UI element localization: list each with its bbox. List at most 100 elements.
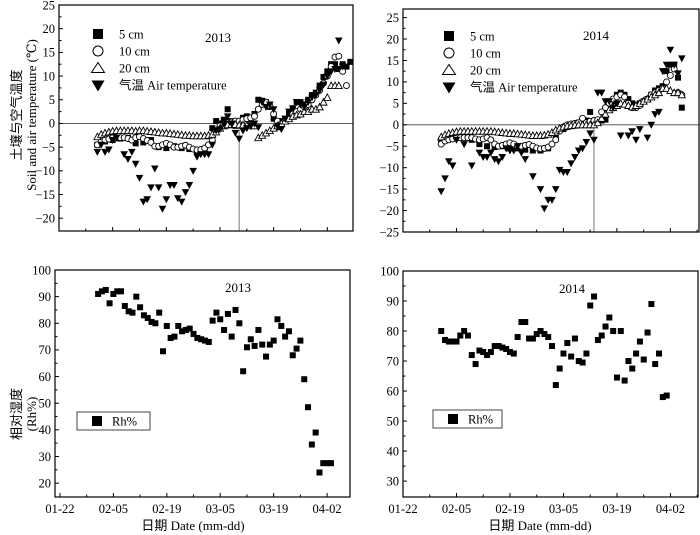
data-point <box>220 116 227 123</box>
data-point <box>232 306 239 313</box>
data-point <box>445 158 453 166</box>
data-point <box>628 128 636 136</box>
data-point <box>144 314 151 321</box>
data-point <box>476 347 483 354</box>
data-point <box>120 151 128 159</box>
y-tick-label: 40 <box>387 444 400 458</box>
data-point <box>666 86 675 94</box>
data-point <box>324 460 331 467</box>
data-point <box>158 205 167 213</box>
data-point <box>536 186 545 194</box>
data-point <box>263 353 270 360</box>
temp-y-title-cn: 土壤与空气温度 <box>9 69 24 160</box>
data-point <box>254 105 262 113</box>
legend: 5 cm 10 cm 20 cm 气温 Air temperature <box>441 30 578 95</box>
data-point <box>312 92 320 100</box>
data-point <box>480 349 487 356</box>
data-point <box>590 136 598 144</box>
plot-frame <box>402 8 700 233</box>
y-tick-label: −20 <box>379 204 399 218</box>
year-label: 2013 <box>205 30 231 45</box>
data-point <box>563 168 572 176</box>
data-point <box>255 96 262 103</box>
data-point <box>124 155 132 163</box>
data-point <box>240 368 247 375</box>
data-point <box>448 162 457 170</box>
data-point <box>270 115 277 122</box>
data-point <box>335 65 342 72</box>
data-point <box>323 92 332 101</box>
data-point <box>223 113 232 121</box>
data-point <box>347 58 354 65</box>
data-point <box>621 93 628 101</box>
data-point <box>662 61 671 69</box>
data-point <box>636 126 644 134</box>
data-point <box>320 74 327 81</box>
data-point <box>617 328 624 335</box>
x-axis-title-left: 日期 Date (mm-dd) <box>141 518 244 533</box>
legend-label: 20 cm <box>119 62 150 76</box>
y-tick-label: 50 <box>387 414 400 428</box>
data-point <box>517 149 526 157</box>
panel-temp-2013: −20 −15 −10 −5 0 5 10 15 20 25 2013 5 cm 10 cm 20 cm 气… <box>35 0 354 232</box>
data-point <box>308 94 316 102</box>
x-tick-label: 02-05 <box>442 502 471 516</box>
data-point <box>331 65 339 73</box>
data-point <box>156 309 163 316</box>
data-point <box>201 337 208 344</box>
data-point <box>301 376 308 383</box>
data-point <box>239 127 247 135</box>
data-point <box>128 148 136 156</box>
data-point <box>312 429 319 436</box>
data-point <box>654 88 664 97</box>
series-rh <box>95 286 334 476</box>
data-point <box>674 74 681 81</box>
data-point <box>320 460 327 467</box>
y-tick-label: 5 <box>393 97 399 111</box>
y-tick-label: 20 <box>43 22 56 36</box>
legend-marker <box>90 61 106 73</box>
data-point <box>259 341 266 348</box>
data-point <box>552 382 559 389</box>
x-tick-label: 03-19 <box>259 502 288 516</box>
y-tick-label: 30 <box>39 450 52 464</box>
y-tick-label: −15 <box>35 188 55 202</box>
data-point <box>597 113 606 122</box>
data-point <box>529 173 537 181</box>
legend-label: Rh% <box>468 413 493 427</box>
data-point <box>506 349 513 356</box>
data-point <box>319 97 328 106</box>
legend-label: 气温 Air temperature <box>470 80 578 95</box>
data-point <box>170 182 178 190</box>
data-point <box>632 136 640 144</box>
data-point <box>594 337 601 344</box>
data-point <box>327 460 334 467</box>
series-20-cm <box>436 83 687 141</box>
data-point <box>499 344 506 351</box>
y-tick-label: 25 <box>387 11 400 25</box>
x-tick-label: 03-05 <box>549 502 578 516</box>
data-point <box>673 88 683 97</box>
data-point <box>582 138 591 146</box>
year-label: 2014 <box>559 281 586 296</box>
data-point <box>629 365 636 372</box>
series-air-temperature <box>93 37 347 213</box>
data-point <box>282 333 289 340</box>
legend-marker <box>443 47 455 59</box>
x-tick-label: 04-02 <box>313 502 342 516</box>
data-point <box>602 323 609 330</box>
data-point <box>135 174 144 182</box>
y-tick-label: 80 <box>39 317 52 331</box>
data-point <box>305 404 312 411</box>
data-point <box>171 333 178 340</box>
legend-label: 10 cm <box>470 47 501 61</box>
data-point <box>593 118 603 127</box>
data-point <box>659 394 666 401</box>
data-point <box>575 358 582 365</box>
data-point <box>250 120 259 128</box>
data-point <box>185 182 194 190</box>
data-point <box>521 156 530 164</box>
data-point <box>579 359 586 366</box>
data-point <box>640 356 647 363</box>
data-point <box>560 350 567 357</box>
